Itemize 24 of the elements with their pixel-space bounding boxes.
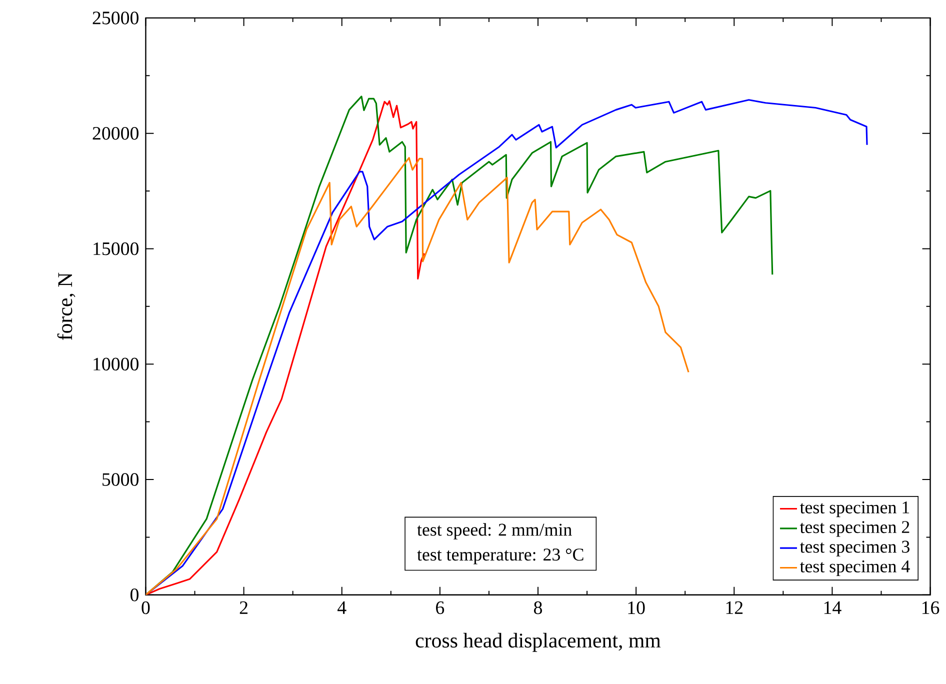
x-tick-label: 16 bbox=[922, 602, 940, 614]
x-tick-label: 8 bbox=[534, 602, 542, 614]
x-tick-label: 0 bbox=[142, 602, 150, 614]
line-series bbox=[146, 157, 690, 596]
legend-label: test specimen 4 bbox=[800, 560, 910, 576]
annotation: test speed: 2 mm/min bbox=[417, 523, 572, 540]
y-tick-label: 5000 bbox=[102, 473, 139, 486]
y-tick-label: 15000 bbox=[94, 242, 139, 256]
legend-label: test specimen 2 bbox=[800, 521, 910, 537]
x-tick-label: 12 bbox=[726, 602, 743, 614]
x-tick-label: 6 bbox=[436, 602, 444, 614]
legend-label: test specimen 1 bbox=[800, 502, 910, 518]
x-tick-label: 4 bbox=[338, 602, 346, 614]
x-axis-title: cross head displacement, mm bbox=[416, 633, 661, 652]
y-tick-label: 20000 bbox=[92, 127, 139, 140]
x-tick-label: 2 bbox=[240, 602, 248, 614]
x-tick-label: 10 bbox=[628, 602, 645, 614]
y-tick-label: 0 bbox=[130, 588, 139, 602]
legend-label: test specimen 3 bbox=[800, 540, 910, 557]
y-tick-label: 10000 bbox=[94, 358, 139, 371]
x-tick-label: 14 bbox=[824, 602, 842, 614]
annotation: test temperature: 23 °C bbox=[417, 548, 584, 564]
y-axis-title: force, N bbox=[57, 272, 76, 340]
y-tick-label: 25000 bbox=[92, 12, 139, 24]
